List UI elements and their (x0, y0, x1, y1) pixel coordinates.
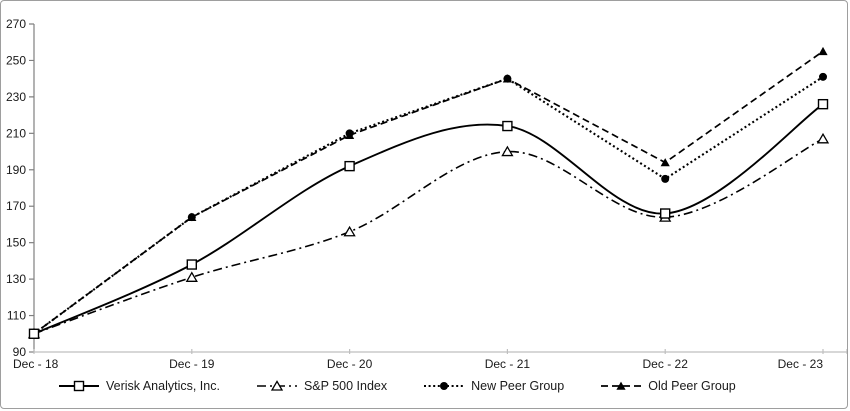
data-point-s-p-500-index (816, 132, 830, 144)
legend-swatch-open-triangle-icon (256, 380, 297, 391)
series-line-new-peer-group (33, 75, 824, 335)
data-point-new-peer-group (503, 74, 512, 83)
legend-marker-open-square (73, 380, 85, 392)
legend-swatch-open-square-icon (59, 380, 99, 392)
y-axis-label: 270 (6, 17, 26, 31)
data-point-verisk-analytics-inc (344, 160, 355, 172)
legend-label: S&P 500 Index (303, 379, 388, 393)
data-point-verisk-analytics-inc (186, 259, 198, 270)
legend-item-s-p-500-index: S&P 500 Index (256, 379, 388, 393)
data-point-new-peer-group (187, 213, 196, 222)
data-point-verisk-analytics-inc (817, 98, 829, 110)
legend-label: New Peer Group (471, 379, 565, 393)
x-axis-label: Dec - 21 (485, 357, 531, 371)
plot-area: 90 110 130 150 170 190 210 230 250 270 Dec - 18 Dec… (6, 17, 847, 371)
x-axis-label: Dec - 20 (327, 357, 373, 371)
data-point-new-peer-group (819, 72, 827, 81)
y-axis-label: 90 (13, 345, 27, 359)
y-axis-label: 150 (6, 236, 26, 250)
data-point-s-p-500-index (343, 225, 356, 237)
data-point-old-peer-group (818, 46, 828, 56)
x-axis-label: Dec - 23 (778, 357, 824, 371)
y-axis-label: 230 (6, 90, 26, 104)
data-point-new-peer-group (345, 129, 354, 138)
x-axis-label: Dec - 22 (643, 357, 689, 371)
series-line-old-peer-group (33, 50, 824, 335)
y-axis-label: 210 (6, 126, 26, 140)
chart-legend: Verisk Analytics, Inc. S&P 500 Index New P… (1, 379, 847, 393)
y-axis-label: 170 (6, 199, 26, 213)
data-point-new-peer-group (661, 174, 670, 183)
data-point-verisk-analytics-inc (28, 328, 40, 339)
data-point-verisk-analytics-inc (660, 208, 671, 219)
data-point-verisk-analytics-inc (502, 120, 513, 132)
x-axis-label: Dec - 18 (13, 357, 59, 371)
data-point-s-p-500-index (185, 271, 198, 282)
legend-marker-filled-triangle (616, 381, 626, 390)
data-point-old-peer-group (660, 158, 670, 167)
x-axis-label: Dec - 19 (169, 357, 215, 371)
y-axis-label: 190 (6, 163, 26, 177)
y-axis-label: 250 (6, 53, 26, 67)
legend-marker-filled-circle (440, 382, 449, 390)
legend-swatch-filled-circle-icon (424, 382, 465, 390)
legend-item-old-peer-group: Old Peer Group (601, 379, 736, 393)
series-line-verisk-analytics-inc (33, 103, 824, 335)
legend-item-new-peer-group: New Peer Group (424, 379, 564, 393)
series-line-s-p-500-index (33, 138, 824, 335)
legend-label: Verisk Analytics, Inc. (106, 379, 220, 393)
legend-label: Old Peer Group (648, 379, 736, 393)
y-axis-label: 110 (7, 309, 26, 323)
y-axis-label: 130 (6, 272, 26, 286)
legend-swatch-filled-triangle-icon (601, 381, 642, 390)
legend-item-verisk-analytics-inc: Verisk Analytics, Inc. (59, 379, 220, 393)
legend-marker-open-triangle (270, 380, 284, 391)
data-point-s-p-500-index (501, 145, 514, 157)
